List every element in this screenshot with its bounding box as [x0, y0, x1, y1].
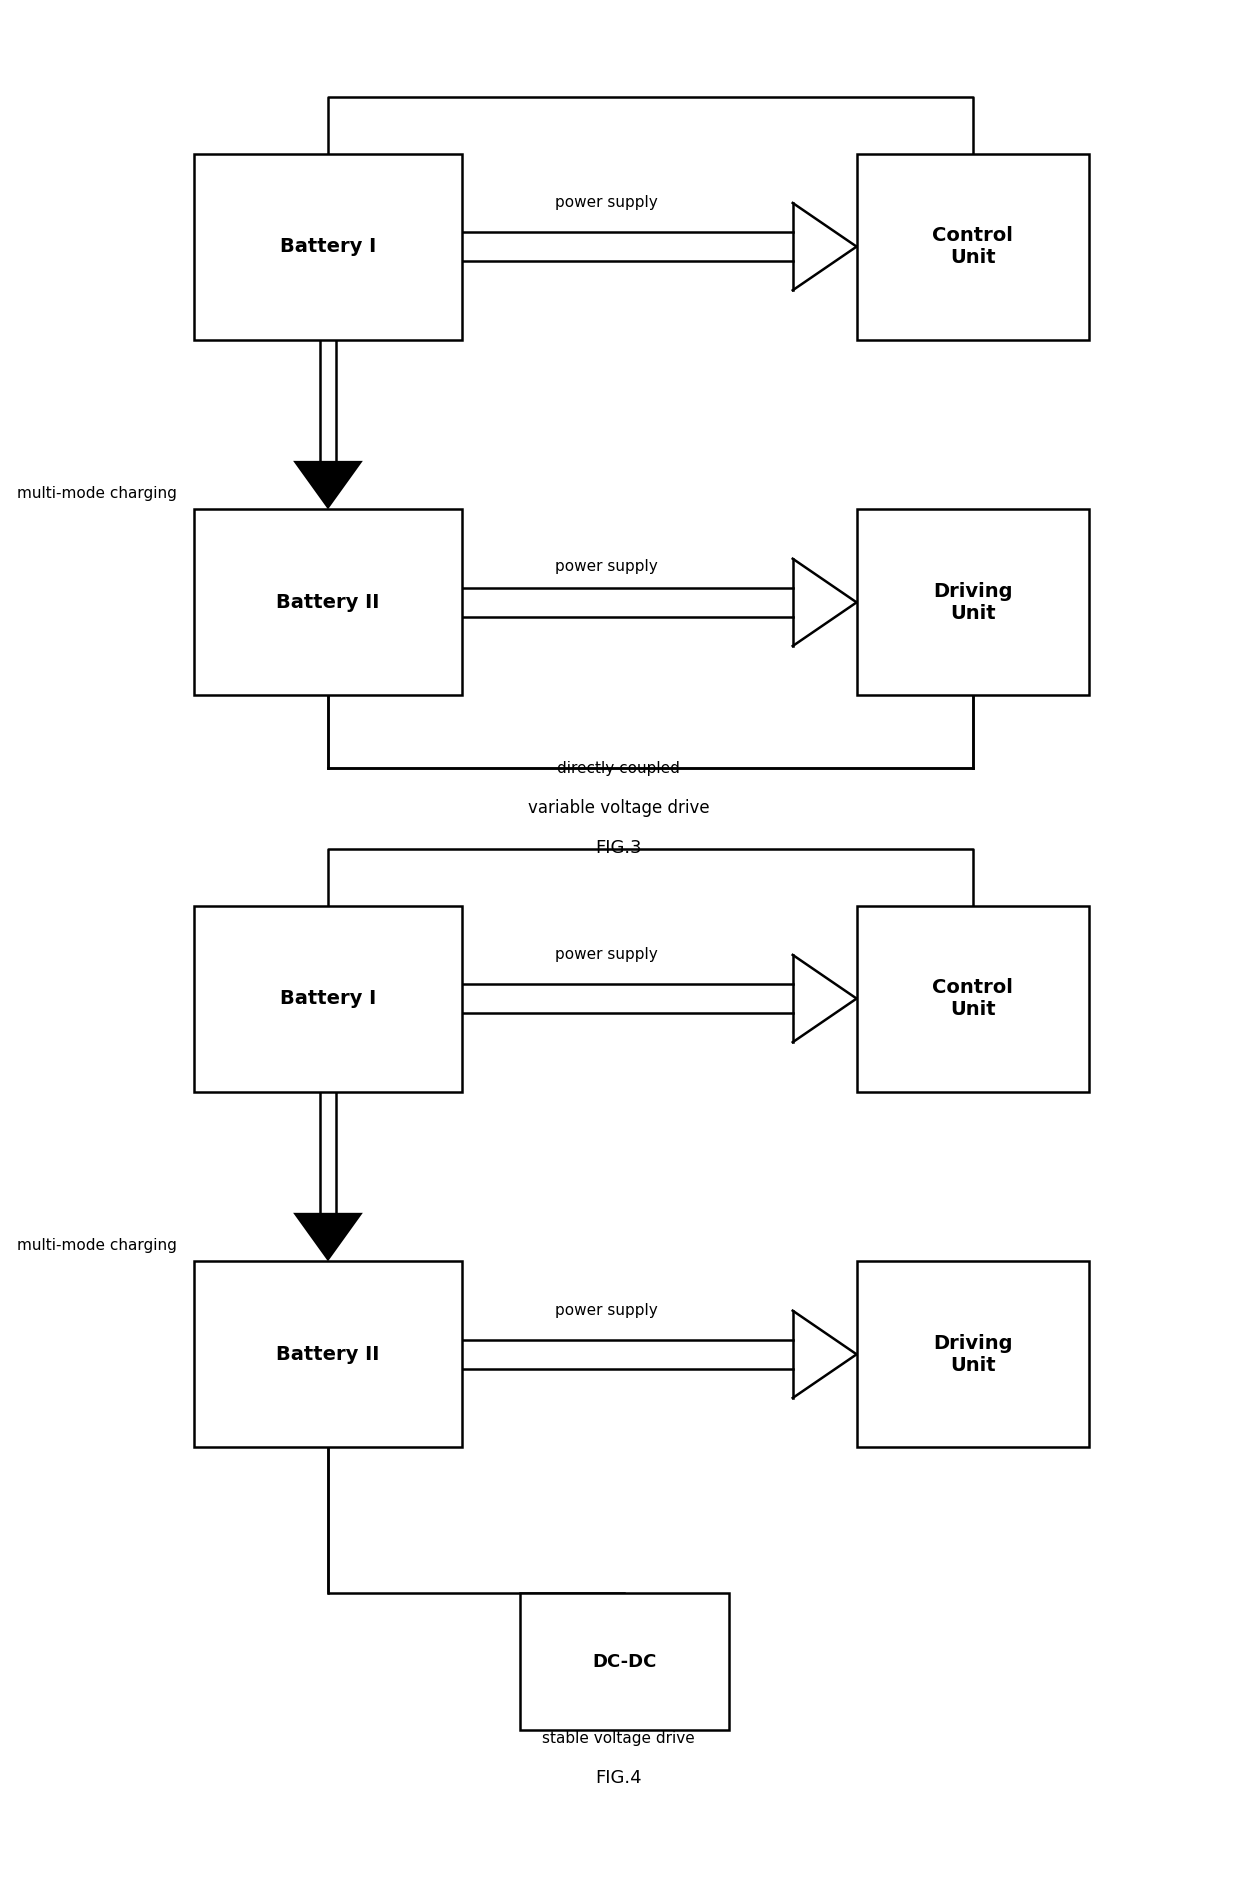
Text: multi-mode charging: multi-mode charging: [17, 486, 177, 501]
Bar: [195, 153, 461, 339]
Text: Battery I: Battery I: [280, 990, 376, 1008]
Bar: [857, 1262, 1089, 1447]
Bar: [857, 153, 1089, 339]
Text: power supply: power supply: [556, 558, 658, 573]
Text: multi-mode charging: multi-mode charging: [17, 1237, 177, 1253]
Text: Driving
Unit: Driving Unit: [932, 1334, 1013, 1375]
Text: Battery I: Battery I: [280, 236, 376, 255]
Bar: [857, 906, 1089, 1092]
Text: FIG.3: FIG.3: [595, 838, 642, 857]
Bar: [195, 1262, 461, 1447]
Bar: [195, 509, 461, 696]
Text: Battery II: Battery II: [277, 592, 379, 611]
Bar: [857, 509, 1089, 696]
Text: Driving
Unit: Driving Unit: [932, 583, 1013, 622]
Text: Battery II: Battery II: [277, 1345, 379, 1364]
Text: FIG.4: FIG.4: [595, 1769, 642, 1786]
Text: DC-DC: DC-DC: [591, 1652, 656, 1671]
Text: variable voltage drive: variable voltage drive: [527, 798, 709, 817]
Text: stable voltage drive: stable voltage drive: [542, 1731, 694, 1746]
Polygon shape: [293, 1213, 363, 1262]
Text: Control
Unit: Control Unit: [932, 978, 1013, 1020]
Text: directly coupled: directly coupled: [557, 761, 680, 776]
Bar: [195, 906, 461, 1092]
Text: power supply: power supply: [556, 195, 658, 210]
Text: power supply: power supply: [556, 948, 658, 963]
Bar: [520, 1593, 729, 1731]
Text: power supply: power supply: [556, 1304, 658, 1319]
Polygon shape: [293, 462, 363, 509]
Text: Control
Unit: Control Unit: [932, 227, 1013, 267]
